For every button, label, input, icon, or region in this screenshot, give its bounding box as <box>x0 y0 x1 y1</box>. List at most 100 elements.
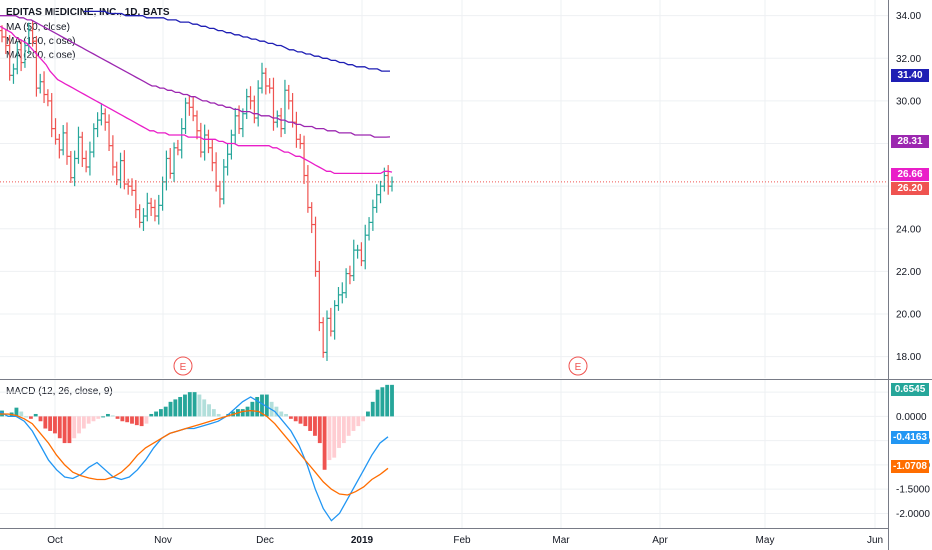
candle <box>302 135 307 185</box>
macd-histogram-bar <box>284 413 288 417</box>
macd-tick-label: -1.5000 <box>896 485 930 496</box>
candle <box>370 199 375 231</box>
candle <box>191 96 196 122</box>
candle <box>378 180 383 204</box>
macd-histogram-bar <box>303 416 308 427</box>
macd-histogram-bar <box>332 416 337 458</box>
macd-histogram-bar <box>361 416 366 422</box>
candle <box>84 150 89 173</box>
macd-histogram-bar <box>207 404 211 417</box>
macd-histogram-bar <box>120 416 125 422</box>
price-tag-ma-long: 31.40 <box>891 69 929 82</box>
candle <box>38 73 43 94</box>
price-tick-label: 34.00 <box>896 11 921 22</box>
earnings-circle <box>173 356 193 376</box>
macd-tick-label: 0.0000 <box>896 412 927 423</box>
candle <box>279 107 284 138</box>
candle <box>168 148 173 179</box>
candle <box>263 67 268 95</box>
candle <box>198 122 203 158</box>
macd-histogram-bar <box>38 416 43 422</box>
macd-histogram-bar <box>260 394 264 417</box>
ma100-line <box>0 15 391 138</box>
macd-histogram-bar <box>313 416 317 436</box>
macd-histogram-bar <box>110 415 115 417</box>
ma50-line <box>0 25 393 175</box>
macd-histogram-bar <box>28 416 33 419</box>
candle <box>30 20 35 47</box>
candle <box>328 307 333 337</box>
candle <box>298 133 303 149</box>
macd-histogram-bar <box>216 413 221 417</box>
candle <box>107 114 112 152</box>
legend-ma100[interactable]: MA (100, close) <box>6 36 76 47</box>
candle <box>45 89 50 107</box>
candle <box>53 118 58 145</box>
macd-histogram-bar <box>298 416 303 424</box>
price-tag-signal: -1.0708 <box>891 460 929 473</box>
candle <box>221 159 226 205</box>
candle <box>183 97 188 134</box>
earnings-marker: E <box>173 356 193 376</box>
legend-macd[interactable]: MACD (12, 26, close, 9) <box>6 386 113 397</box>
macd-histogram-bar <box>139 416 144 427</box>
time-tick-label: Feb <box>453 535 471 546</box>
macd-histogram-bar <box>255 396 260 417</box>
price-tick-label: 32.00 <box>896 54 921 65</box>
macd-histogram-bar <box>375 389 380 417</box>
candle <box>122 150 127 190</box>
candle <box>152 199 157 222</box>
candle <box>340 282 345 304</box>
candle <box>336 286 341 311</box>
macd-tick-label: -2.0000 <box>896 509 930 520</box>
macd-histogram-bar <box>322 416 327 470</box>
legend-ma200[interactable]: MA (200, close) <box>6 50 76 61</box>
time-tick-label: Dec <box>256 535 274 546</box>
candle <box>141 208 146 231</box>
legend-ma50[interactable]: MA (50, close) <box>6 22 70 33</box>
candle <box>309 202 314 234</box>
price-tag-ma-short: 26.66 <box>891 168 929 181</box>
candle <box>374 184 379 213</box>
macd-histogram-bar <box>62 416 67 444</box>
candle <box>172 142 177 182</box>
candle <box>65 122 69 165</box>
candle <box>359 242 364 267</box>
candle <box>363 224 368 270</box>
macd-histogram-bar <box>168 401 173 417</box>
candle <box>351 239 356 282</box>
macd-histogram-bar <box>158 409 163 417</box>
macd-histogram-bar <box>341 416 346 444</box>
candle <box>110 135 115 176</box>
macd-histogram-bar <box>366 411 370 417</box>
candle <box>305 165 310 213</box>
candle <box>317 260 322 332</box>
legend-title: EDITAS MEDICINE, INC., 1D, BATS <box>6 7 170 18</box>
candle <box>347 265 352 285</box>
macd-histogram-bar <box>390 384 394 417</box>
candle <box>133 179 138 219</box>
candle <box>61 124 66 156</box>
candle <box>3 29 8 55</box>
macd-histogram-bar <box>154 411 158 417</box>
macd-histogram-bar <box>356 416 361 427</box>
price-tag-hist: 0.6545 <box>891 383 929 396</box>
macd-histogram-bar <box>106 413 110 417</box>
candle <box>137 204 142 228</box>
price-tag-macd: -0.4163 <box>891 431 929 444</box>
macd-histogram-bar <box>173 399 178 417</box>
candle <box>214 152 219 192</box>
candle <box>202 124 207 161</box>
candle <box>233 107 238 144</box>
candle <box>95 112 100 138</box>
candle <box>149 197 154 217</box>
macd-histogram-bar <box>202 399 207 417</box>
macd-histogram-bar <box>149 413 154 417</box>
macd-histogram-bar <box>385 384 390 417</box>
price-tick-label: 30.00 <box>896 96 921 107</box>
macd-histogram-bar <box>101 416 106 418</box>
earnings-label: E <box>575 362 582 373</box>
price-tick-label: 22.00 <box>896 267 921 278</box>
candle <box>99 103 104 126</box>
